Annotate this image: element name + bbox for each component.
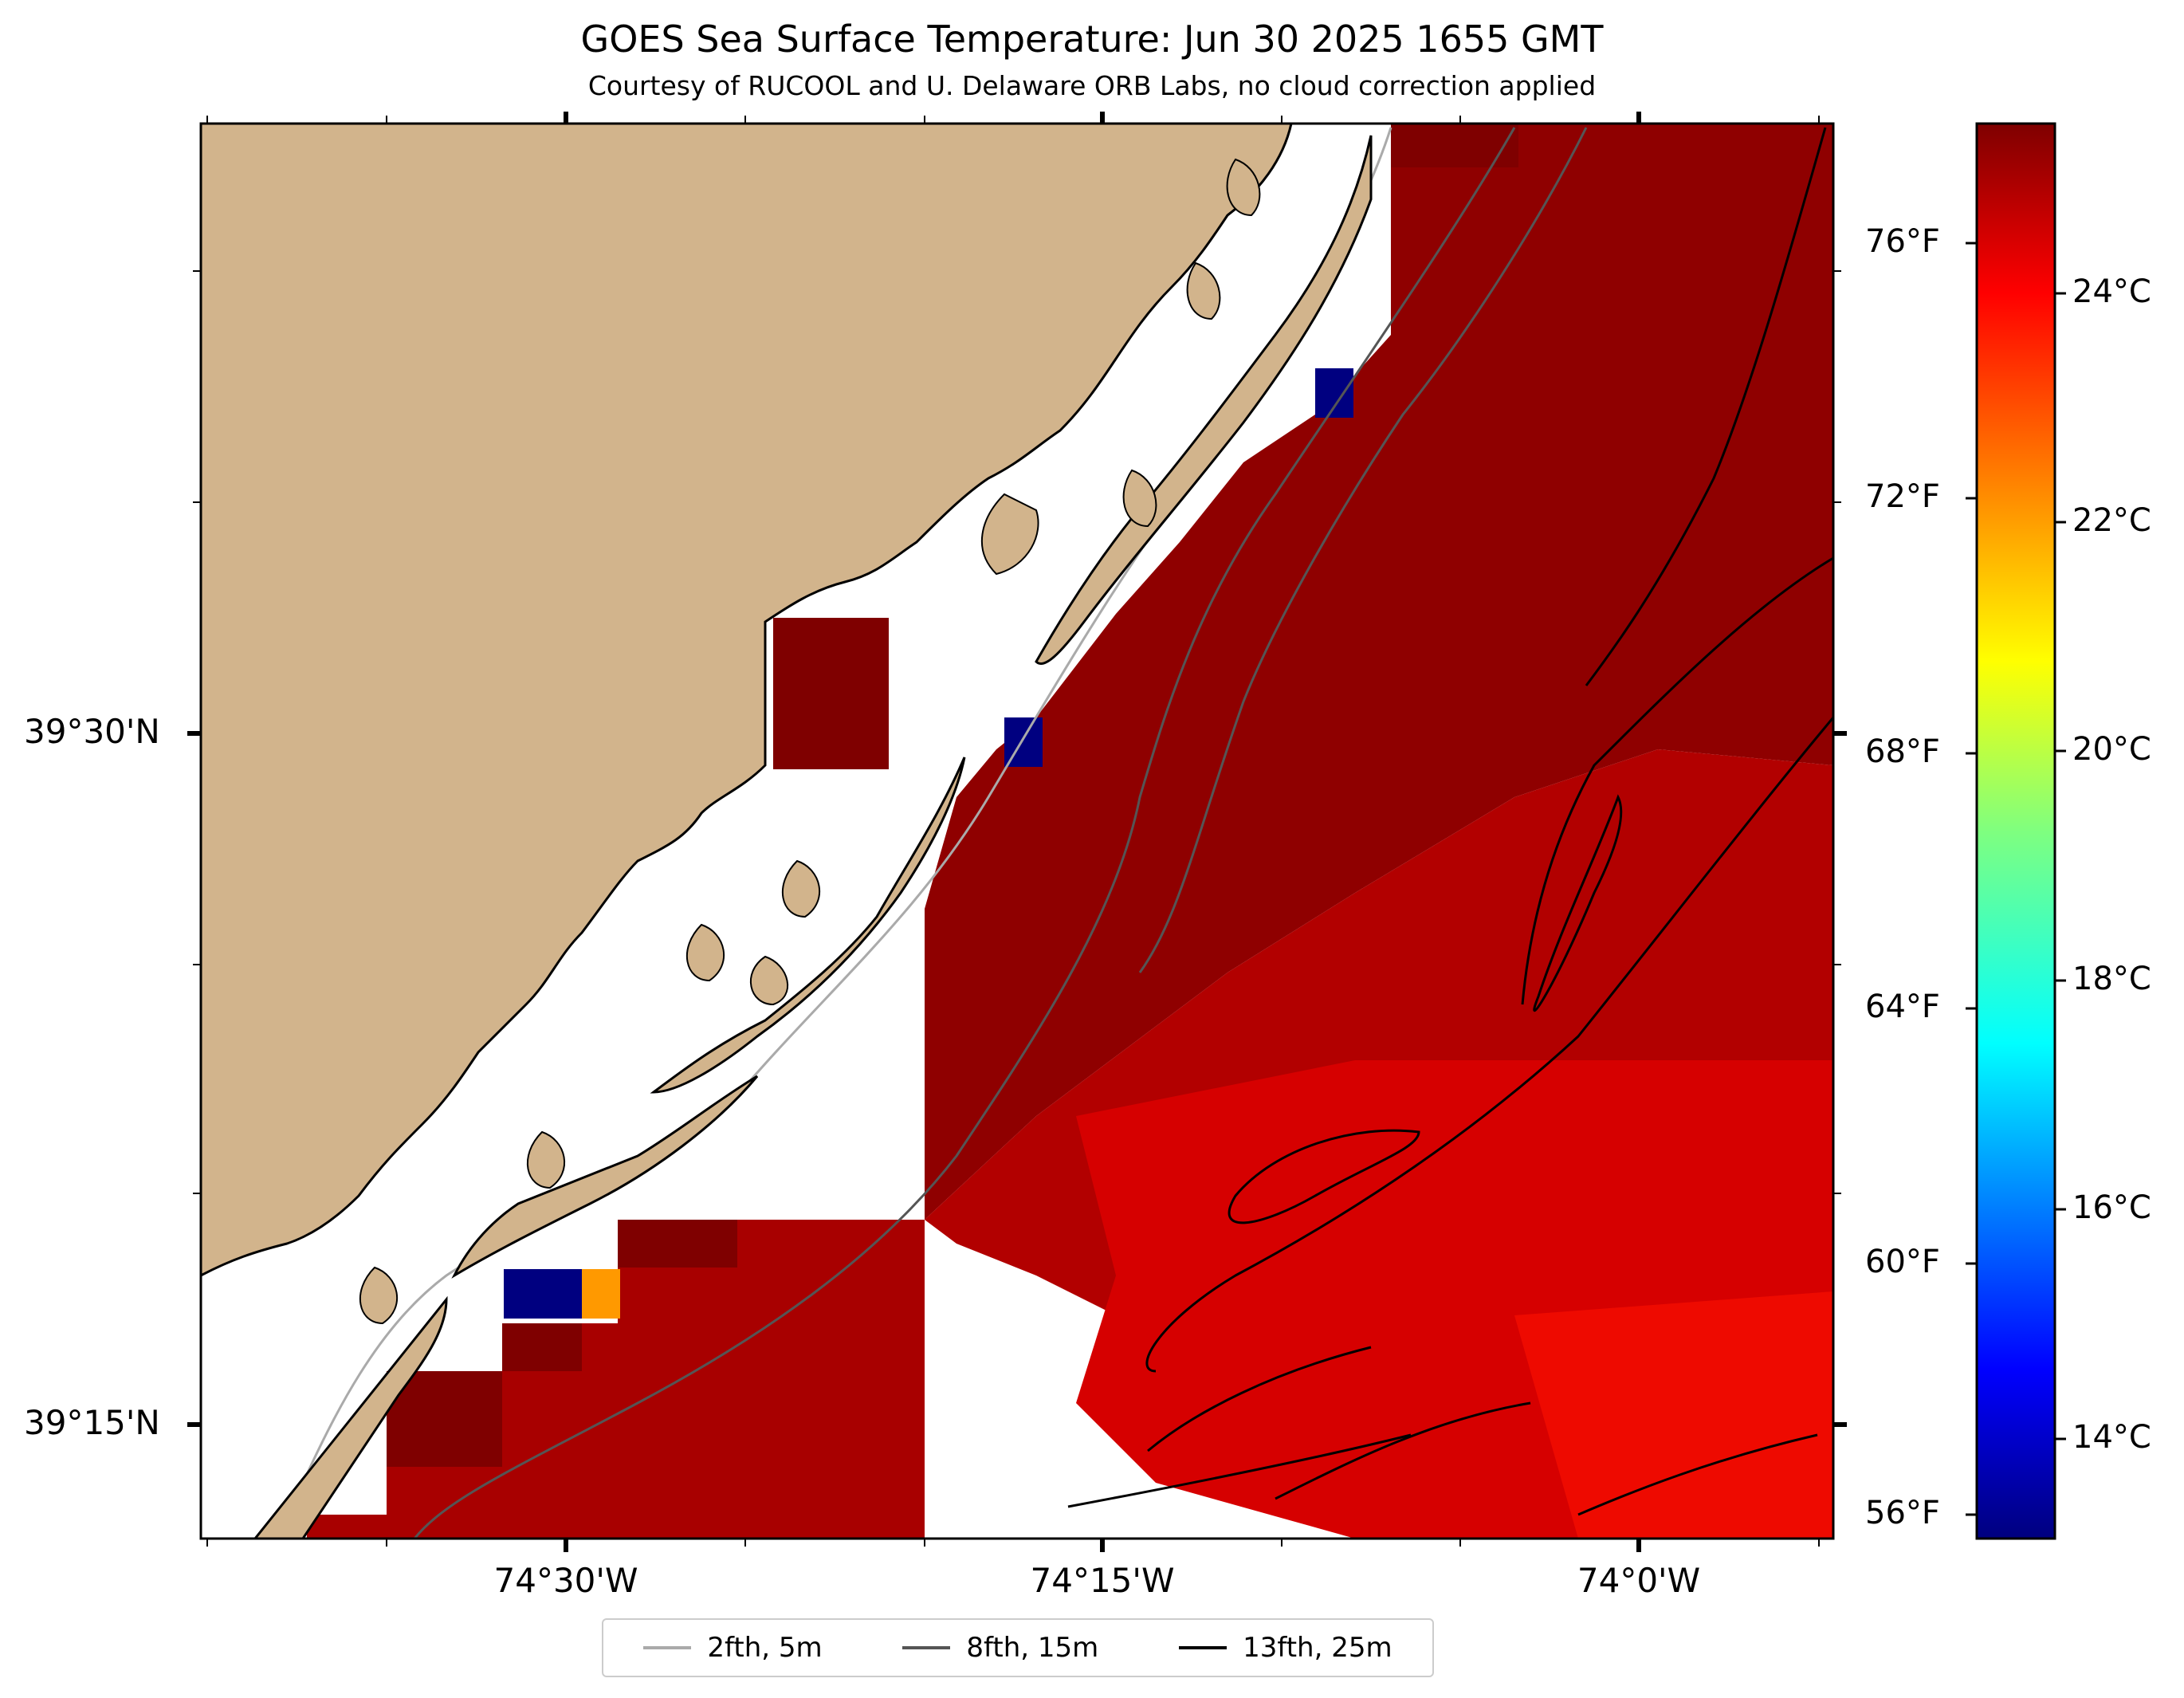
- colorbar-c-label: 18°C: [2072, 961, 2151, 997]
- legend-label: 13fth, 25m: [1243, 1632, 1392, 1664]
- land-barrier-island: [451, 1075, 759, 1279]
- land-barrier-island: [253, 1295, 448, 1539]
- land-marsh: [359, 1266, 398, 1325]
- colorbar: [1975, 122, 2056, 1540]
- map-border: [199, 122, 1835, 1540]
- legend-label: 8fth, 15m: [966, 1632, 1099, 1664]
- land-marsh: [782, 859, 820, 918]
- sst-pixel: [618, 1220, 737, 1268]
- contour-13fth: [1533, 794, 1623, 1012]
- land-marsh: [686, 923, 725, 982]
- cold-pixel: [504, 1269, 582, 1319]
- legend-line-icon: [1179, 1646, 1228, 1649]
- contour-13fth: [1585, 127, 1827, 686]
- contour-13fth: [1521, 556, 1833, 1005]
- colorbar-f-label: 60°F: [1865, 1244, 1940, 1280]
- land-mainland: [201, 124, 1293, 1277]
- colorbar-f-label: 64°F: [1865, 989, 1940, 1025]
- land-marsh: [1186, 261, 1221, 320]
- colorbar-c-label: 22°C: [2072, 502, 2151, 539]
- contour-13fth: [1067, 1346, 1412, 1508]
- contour-legend: 2fth, 5m 8fth, 15m 13fth, 25m: [602, 1618, 1434, 1677]
- lon-label: 74°15'W: [1030, 1561, 1175, 1600]
- sst-pixel-bay: [773, 618, 889, 769]
- lat-label: 39°30'N: [24, 712, 160, 751]
- land-marsh: [750, 955, 788, 1006]
- contour-8fth: [413, 127, 1516, 1539]
- sst-pixel: [502, 1323, 582, 1371]
- legend-label: 2fth, 5m: [707, 1632, 823, 1664]
- lon-label: 74°0'W: [1577, 1561, 1701, 1600]
- legend-item-2fth: 2fth, 5m: [643, 1632, 823, 1664]
- lat-label: 39°15'N: [24, 1403, 160, 1442]
- orange-pixel: [582, 1269, 620, 1319]
- map-title: GOES Sea Surface Temperature: Jun 30 202…: [580, 18, 1604, 61]
- sst-field-dark: [925, 124, 1833, 1220]
- map-subtitle: Courtesy of RUCOOL and U. Delaware ORB L…: [587, 70, 1597, 101]
- land-barrier-island: [1035, 135, 1373, 665]
- colorbar-c-label: 20°C: [2072, 731, 2151, 768]
- colorbar-c-label: 24°C: [2072, 273, 2151, 310]
- colorbar-f-label: 72°F: [1865, 478, 1940, 515]
- legend-item-8fth: 8fth, 15m: [902, 1632, 1098, 1664]
- land-barrier-island: [650, 757, 966, 1094]
- colorbar-ticks: [1966, 242, 2066, 1516]
- colorbar-f-label: 56°F: [1865, 1495, 1940, 1531]
- cold-pixel: [1315, 368, 1353, 418]
- land-marsh: [1122, 469, 1157, 528]
- contour-13fth: [1228, 1129, 1420, 1224]
- major-ticks: [187, 112, 1847, 1552]
- legend-item-13fth: 13fth, 25m: [1179, 1632, 1392, 1664]
- colorbar-f-label: 76°F: [1865, 223, 1940, 260]
- colorbar-c-label: 14°C: [2072, 1419, 2151, 1456]
- contour-13fth: [1145, 717, 1833, 1373]
- contour-13fth: [1275, 1401, 1818, 1516]
- legend-line-icon: [902, 1646, 951, 1649]
- colorbar-f-label: 68°F: [1865, 733, 1940, 770]
- contour-8fth: [1138, 127, 1588, 973]
- colorbar-c-label: 16°C: [2072, 1189, 2151, 1226]
- lon-label: 74°30'W: [493, 1561, 638, 1600]
- sst-field-warmest: [1514, 1291, 1833, 1539]
- legend-line-icon: [643, 1646, 692, 1649]
- land-marsh: [980, 493, 1039, 576]
- sst-pixel: [1391, 124, 1518, 167]
- minor-ticks: [193, 116, 1841, 1547]
- land-marsh: [527, 1130, 565, 1189]
- land-marsh: [1226, 158, 1261, 217]
